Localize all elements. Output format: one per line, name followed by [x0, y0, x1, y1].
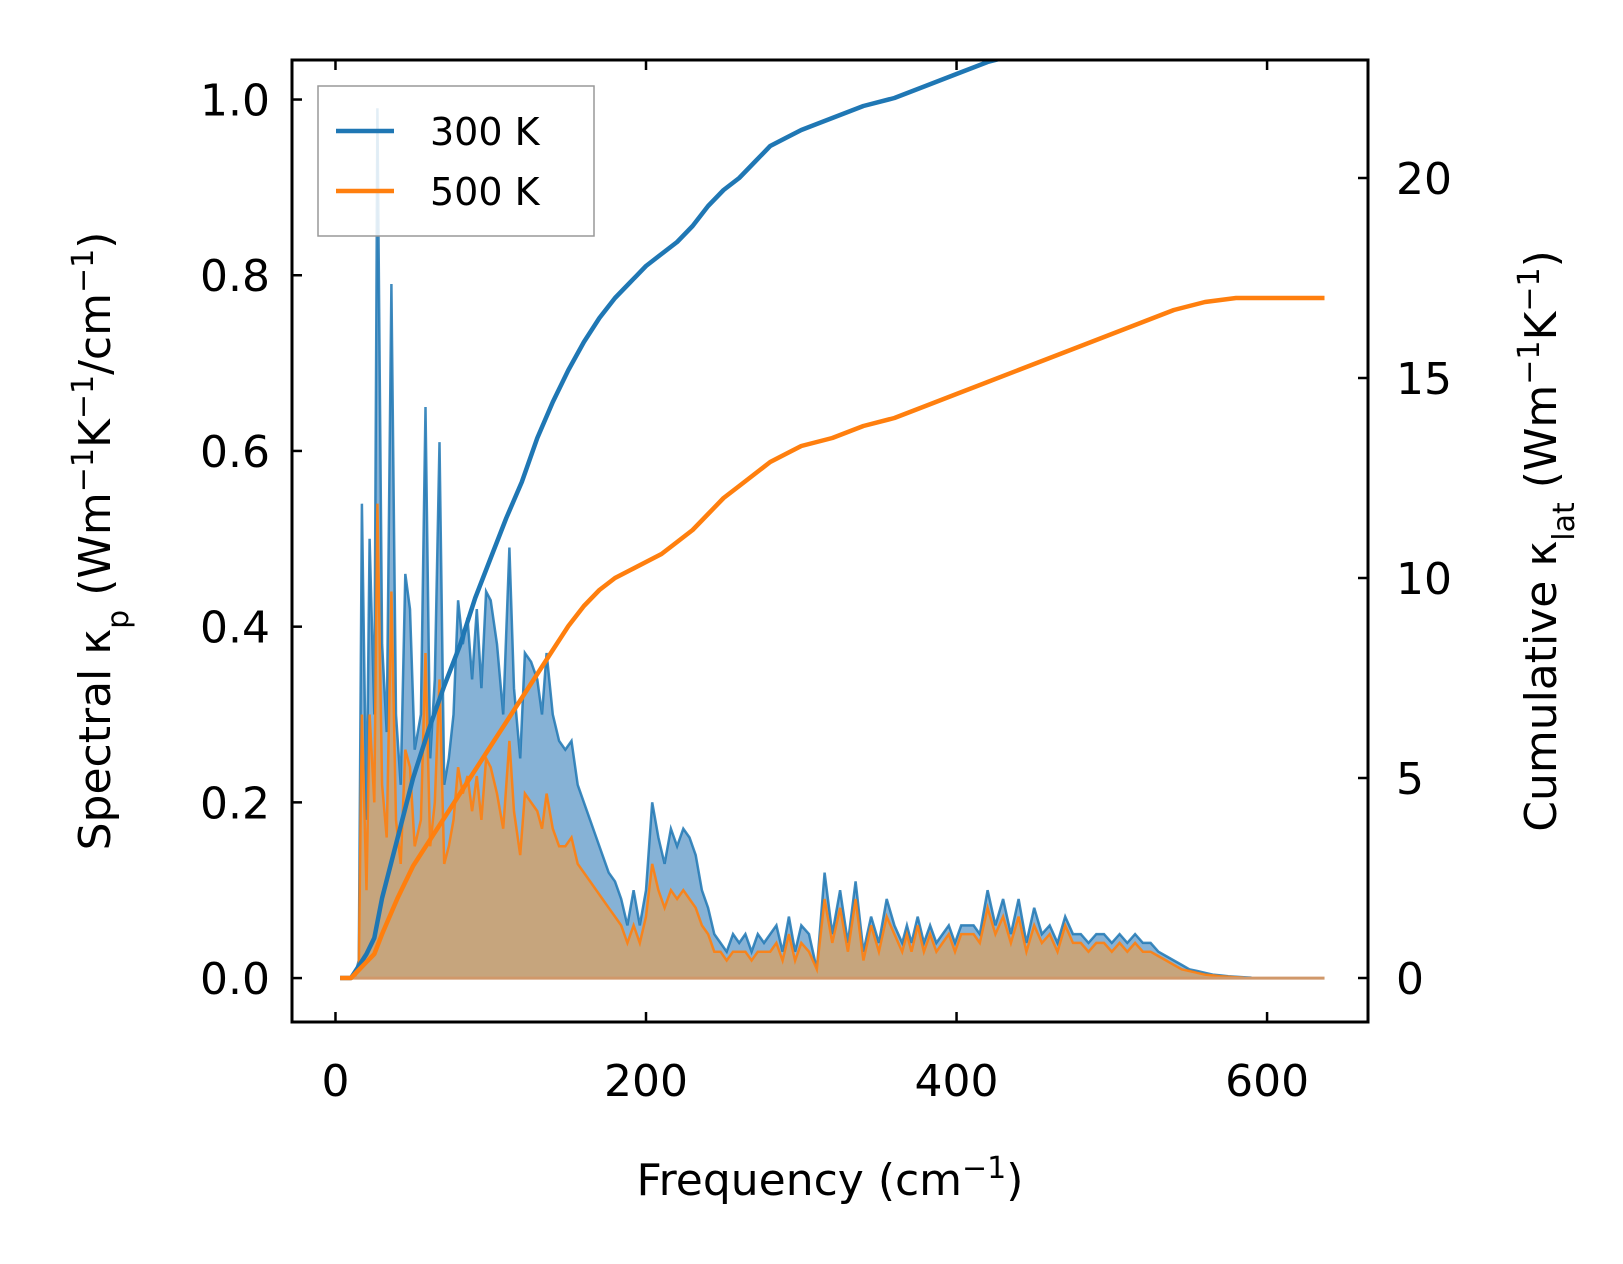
y-right-tick-label: 15	[1396, 354, 1452, 405]
y-right-axis-title-part: )	[1516, 250, 1567, 267]
y-right-axis-title-part: K	[1516, 310, 1567, 340]
y-left-tick-label: 0.0	[200, 954, 270, 1005]
y-right-tick-label: 10	[1396, 554, 1452, 605]
y-right-tick-label: 5	[1396, 754, 1424, 805]
y-right-tick-label: 20	[1396, 154, 1452, 205]
x-axis-title-part: )	[1006, 1155, 1023, 1206]
y-left-axis-title-part: )	[70, 232, 121, 249]
y-right-axis-title-part: (Wm	[1516, 385, 1567, 503]
y-left-axis-title-part: −1	[66, 249, 101, 293]
spectral-300K-area	[340, 108, 1252, 979]
y-left-tick-label: 0.4	[200, 603, 270, 654]
spectral-300K-line	[340, 108, 1252, 980]
x-tick-label: 200	[604, 1056, 688, 1107]
y-right-axis-title-part: −1	[1512, 340, 1547, 384]
y-right-axis-title-part: −1	[1512, 267, 1547, 311]
spectral-500K-line	[340, 503, 1244, 980]
x-tick-label: 400	[915, 1056, 999, 1107]
axes-frame	[290, 58, 1370, 1024]
y-left-tick-label: 0.2	[200, 778, 270, 829]
x-tick-label: 0	[321, 1056, 349, 1107]
axis-labels: Frequency (cm−1)Spectral κp (Wm−1K−1/cm−…	[66, 232, 1582, 1206]
legend-box	[317, 85, 595, 237]
y-left-axis-title-part: p	[101, 610, 136, 629]
y-left-axis-title: Spectral κp (Wm−1K−1/cm−1)	[66, 232, 136, 851]
legend: 300 K 500 K	[317, 85, 595, 237]
plot-area	[340, 60, 1325, 981]
y-left-tick-label: 0.6	[200, 427, 270, 478]
y-left-axis-title-part: (Wm	[70, 492, 121, 610]
y-left-axis-title-part: K	[70, 418, 121, 448]
y-left-axis-title-part: −1	[66, 448, 101, 492]
legend-label: 300 K	[430, 110, 541, 154]
cumulative-300K-line	[340, 60, 1005, 981]
cumulative-500K-line	[340, 295, 1325, 981]
y-right-axis-title: Cumulative κlat (Wm−1K−1)	[1512, 250, 1582, 832]
y-right-axis-title-part: lat	[1547, 502, 1582, 541]
spectral-500K-area	[340, 503, 1244, 979]
x-axis-title-part: −1	[962, 1151, 1006, 1186]
y-right-axis-title-part: Cumulative κ	[1516, 541, 1567, 832]
x-axis-title: Frequency (cm−1)	[637, 1151, 1024, 1207]
plot-inner	[340, 60, 1325, 981]
y-left-tick-label: 1.0	[200, 76, 270, 127]
y-left-axis-title-part: −1	[66, 375, 101, 419]
x-tick-label: 600	[1225, 1056, 1309, 1107]
y-left-axis-title-part: Spectral κ	[70, 629, 121, 851]
y-right-tick-label: 0	[1396, 954, 1424, 1005]
x-axis-title-part: Frequency (cm	[637, 1155, 963, 1206]
y-left-axis-title-part: /cm	[70, 293, 121, 375]
axes: 0 200 400 600 0.0 0.2 0.4 0.6 0.8 1.0 0 5 10 15 20	[200, 58, 1452, 1107]
legend-label: 500 K	[430, 170, 541, 214]
y-left-tick-label: 0.8	[200, 251, 270, 302]
